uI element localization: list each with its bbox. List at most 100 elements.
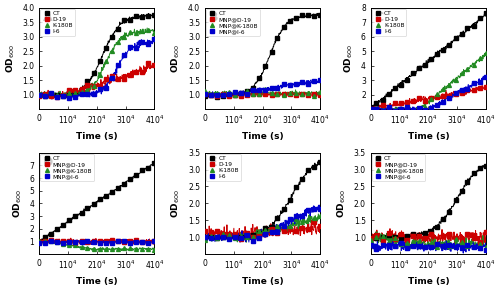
I-6 xyxy=(133,46,139,50)
Line: MNP@D-19: MNP@D-19 xyxy=(203,92,322,98)
MNP@D-19 xyxy=(214,94,220,97)
MNP@D-19 xyxy=(146,240,152,244)
K-180B xyxy=(256,229,262,232)
I-6 xyxy=(36,94,42,97)
D-19 xyxy=(226,232,232,236)
X-axis label: Time (s): Time (s) xyxy=(76,132,118,141)
D-19 xyxy=(298,226,304,229)
I-6 xyxy=(398,107,404,110)
Text: C: C xyxy=(374,11,384,24)
D-19 xyxy=(72,88,78,91)
D-19 xyxy=(452,92,458,96)
Line: D-19: D-19 xyxy=(203,220,322,241)
Text: A: A xyxy=(42,11,52,24)
MNP@I-6 xyxy=(452,246,458,249)
Legend: CT, D-19, K-180B, I-6: CT, D-19, K-180B, I-6 xyxy=(206,154,240,181)
CT xyxy=(434,52,440,56)
I-6 xyxy=(404,105,410,109)
MNP@D-19 xyxy=(274,93,280,96)
I-6 xyxy=(446,96,452,100)
CT xyxy=(244,234,250,238)
Legend: CT, D-19, K-180B, I-6: CT, D-19, K-180B, I-6 xyxy=(372,9,406,36)
MNP@I-6 xyxy=(214,93,220,96)
X-axis label: Time (s): Time (s) xyxy=(408,277,449,286)
K-180B xyxy=(220,232,226,235)
D-19 xyxy=(404,101,410,104)
CT xyxy=(386,234,392,237)
MNP@D-19 xyxy=(208,93,214,96)
D-19 xyxy=(268,228,274,231)
MNP@K-180B xyxy=(78,246,84,249)
Line: MNP@I-6: MNP@I-6 xyxy=(203,78,322,97)
MNP@I-6 xyxy=(477,247,483,250)
Y-axis label: OD$_{600}$: OD$_{600}$ xyxy=(170,44,182,73)
MNP@D-19 xyxy=(60,240,66,243)
Line: K-180B: K-180B xyxy=(203,214,322,242)
MNP@D-19 xyxy=(152,239,158,242)
K-180B xyxy=(127,30,133,33)
CT xyxy=(238,235,244,239)
D-19 xyxy=(280,229,286,233)
D-19 xyxy=(256,233,262,237)
MNP@D-19 xyxy=(238,95,244,98)
CT xyxy=(232,93,238,96)
D-19 xyxy=(274,231,280,235)
MNP@I-6 xyxy=(244,92,250,95)
MNP@K-180B xyxy=(250,93,256,96)
MNP@I-6 xyxy=(139,240,145,244)
MNP@D-19 xyxy=(66,239,72,242)
I-6 xyxy=(139,40,145,44)
Legend: CT, MNP@D-19, MNP@K-180B, MNP@I-6: CT, MNP@D-19, MNP@K-180B, MNP@I-6 xyxy=(40,154,94,181)
CT xyxy=(60,223,66,226)
CT xyxy=(72,214,78,218)
MNP@I-6 xyxy=(410,244,416,248)
MNP@I-6 xyxy=(220,94,226,97)
MNP@K-180B xyxy=(392,237,398,240)
K-180B xyxy=(428,98,434,101)
D-19 xyxy=(386,105,392,109)
MNP@D-19 xyxy=(422,236,428,239)
MNP@K-180B xyxy=(458,240,464,243)
K-180B xyxy=(374,106,380,110)
D-19 xyxy=(434,95,440,99)
I-6 xyxy=(232,235,238,239)
I-6 xyxy=(146,42,152,46)
CT xyxy=(208,93,214,97)
MNP@I-6 xyxy=(458,246,464,250)
CT xyxy=(36,240,42,244)
Text: D: D xyxy=(42,156,53,169)
CT xyxy=(374,236,380,240)
MNP@I-6 xyxy=(305,82,311,86)
I-6 xyxy=(317,207,323,211)
Y-axis label: OD$_{600}$: OD$_{600}$ xyxy=(336,189,348,218)
Line: D-19: D-19 xyxy=(368,86,488,112)
MNP@I-6 xyxy=(146,241,152,244)
I-6 xyxy=(280,224,286,228)
CT xyxy=(127,177,133,180)
CT xyxy=(428,229,434,232)
K-180B xyxy=(84,88,90,92)
MNP@K-180B xyxy=(220,92,226,96)
MNP@I-6 xyxy=(115,240,121,243)
MNP@K-180B xyxy=(428,241,434,244)
D-19 xyxy=(483,86,489,89)
D-19 xyxy=(96,84,102,88)
MNP@K-180B xyxy=(226,90,232,94)
CT xyxy=(220,236,226,239)
I-6 xyxy=(226,238,232,241)
MNP@K-180B xyxy=(274,92,280,96)
D-19 xyxy=(139,70,145,73)
MNP@D-19 xyxy=(250,92,256,95)
MNP@D-19 xyxy=(446,232,452,236)
I-6 xyxy=(428,106,434,110)
K-180B xyxy=(380,108,386,111)
CT xyxy=(36,94,42,97)
CT xyxy=(60,94,66,98)
MNP@D-19 xyxy=(434,243,440,246)
MNP@D-19 xyxy=(127,240,133,243)
MNP@D-19 xyxy=(410,234,416,238)
I-6 xyxy=(368,107,374,110)
MNP@I-6 xyxy=(274,86,280,90)
CT xyxy=(317,160,323,164)
MNP@I-6 xyxy=(78,240,84,244)
